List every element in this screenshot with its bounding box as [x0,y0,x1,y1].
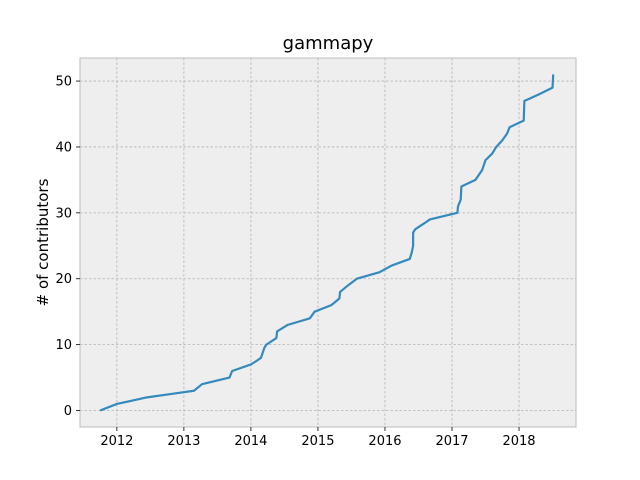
y-tick-label: 20 [55,272,72,287]
y-tick-label: 30 [55,206,72,221]
x-tick-label: 2015 [301,434,334,449]
plot-frame [79,57,577,428]
x-tick-label: 2013 [167,434,200,449]
y-tick-label: 50 [55,75,72,90]
series-layer [99,74,555,412]
x-tick-label: 2014 [234,434,267,449]
y-tick-label: 40 [55,140,72,155]
plot-area [80,58,576,427]
x-tick-label: 2012 [100,434,133,449]
y-tick-label: 10 [55,338,72,353]
y-axis-label: # of contributors [34,178,52,306]
chart-title: gammapy [283,33,374,54]
x-tick-label: 2017 [435,434,468,449]
y-axis: 0 10 20 30 40 50 [55,75,80,419]
y-tick-label: 0 [64,404,72,419]
contributors-line [99,74,555,412]
x-tick-label: 2018 [502,434,535,449]
x-axis: 2012 2013 2014 2015 2016 2017 2018 [100,427,536,449]
grid [80,58,576,427]
x-tick-label: 2016 [368,434,401,449]
